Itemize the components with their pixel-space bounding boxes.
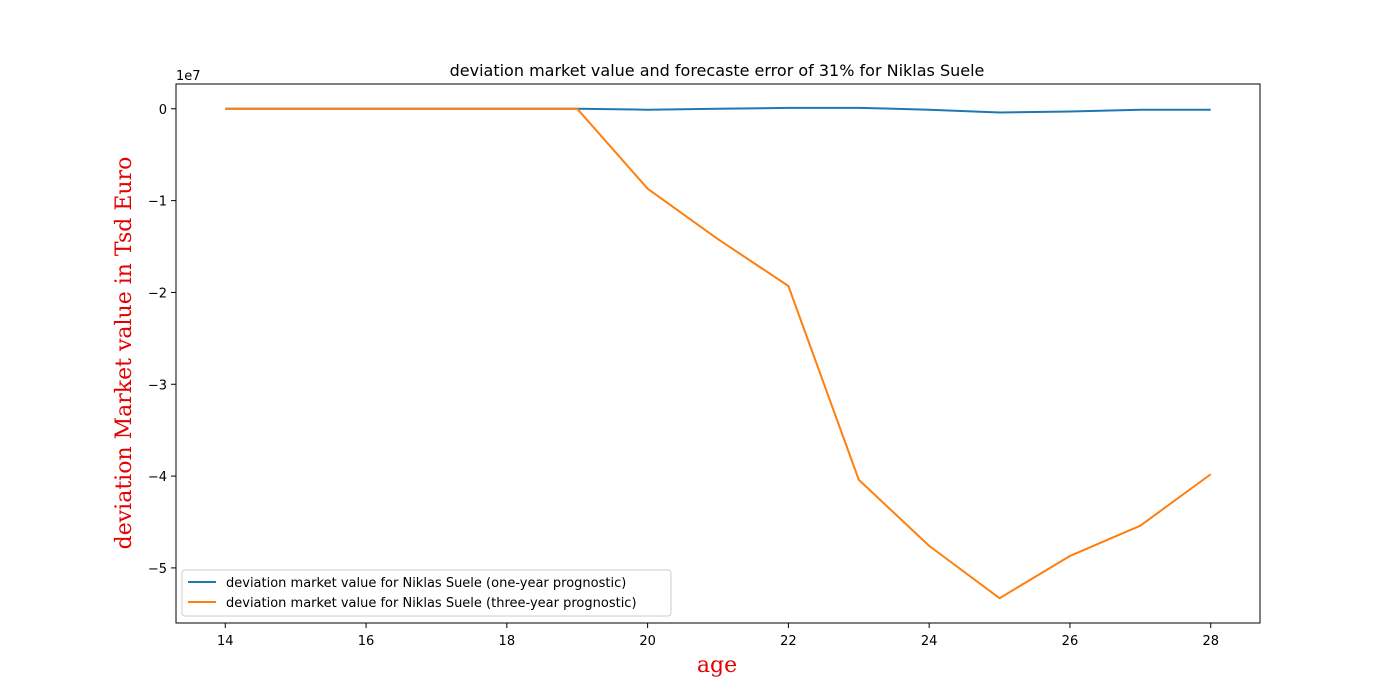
y-tick-label: −2 [148, 286, 167, 301]
y-axis-label: deviation Market value in Tsd Euro [112, 157, 137, 550]
x-tick-label: 24 [921, 634, 938, 649]
x-tick-label: 28 [1202, 634, 1219, 649]
y-tick-label: −1 [148, 195, 167, 210]
legend: deviation market value for Niklas Suele … [181, 569, 672, 617]
x-axis-label: age [697, 653, 737, 678]
x-tick-label: 26 [1062, 634, 1079, 649]
x-tick-label: 22 [780, 634, 797, 649]
y-tick-label: −5 [148, 562, 167, 577]
y-axis: 0 −1 −2 −3 −4 −5 [148, 103, 176, 577]
x-tick-label: 14 [217, 634, 234, 649]
plot-area-frame [175, 83, 1261, 624]
x-tick-label: 20 [639, 634, 656, 649]
series-line-1 [225, 107, 1212, 600]
chart-title: deviation market value and forecaste err… [450, 61, 985, 80]
legend-entry: deviation market value for Niklas Suele … [226, 596, 637, 611]
y-tick-label: 0 [159, 103, 167, 118]
x-tick-label: 18 [499, 634, 516, 649]
x-axis: 14 16 18 20 22 24 26 28 [217, 623, 1219, 649]
legend-entry: deviation market value for Niklas Suele … [226, 576, 626, 591]
y-tick-label: −4 [148, 470, 167, 485]
plot-content [225, 106, 1212, 600]
legend-frame [181, 569, 672, 617]
y-tick-label: −3 [148, 378, 167, 393]
x-tick-label: 16 [358, 634, 375, 649]
y-offset-label: 1e7 [176, 69, 201, 84]
